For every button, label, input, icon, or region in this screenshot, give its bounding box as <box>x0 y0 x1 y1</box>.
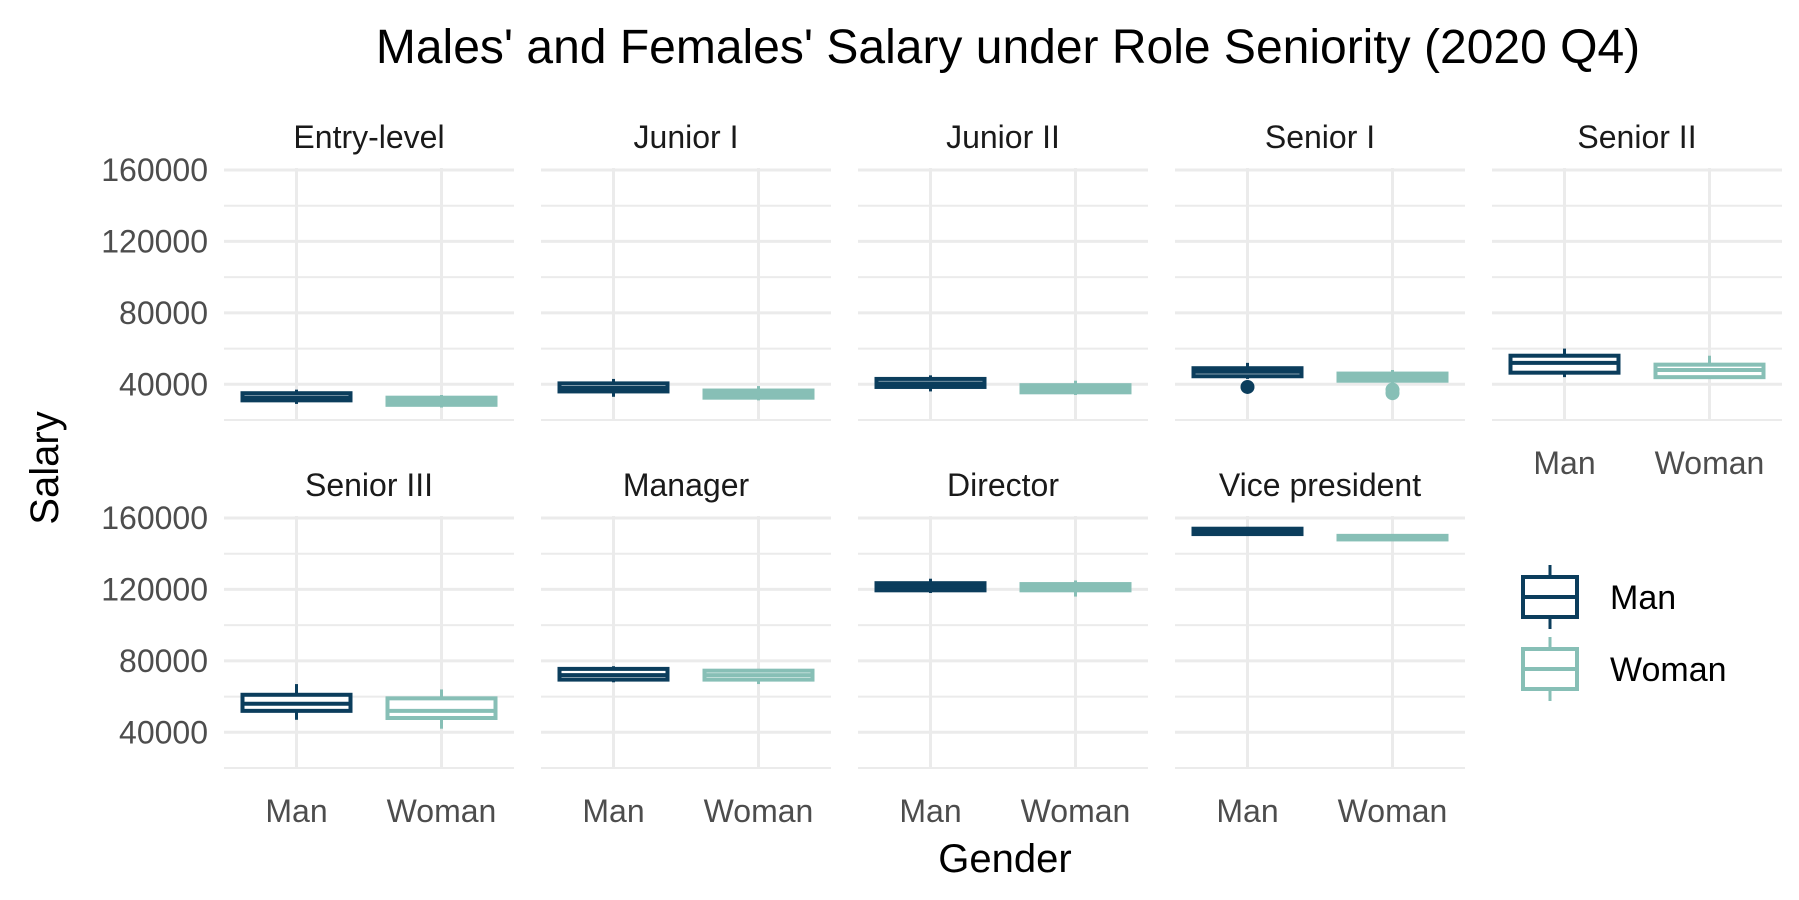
facet-panel: Junior II <box>858 119 1148 421</box>
x-tick-label: Man <box>899 793 961 829</box>
facet-panel: Senior II Man Woman <box>1492 119 1782 481</box>
facet-strip-label: Manager <box>623 467 750 503</box>
y-tick-label: 40000 <box>119 366 208 402</box>
facet-panel: Director Man Woman <box>858 467 1148 829</box>
legend-label: Woman <box>1610 651 1727 689</box>
y-tick-label: 160000 <box>101 500 208 536</box>
y-tick-label: 40000 <box>119 714 208 750</box>
facet-strip-label: Senior I <box>1265 119 1375 155</box>
x-tick-label: Woman <box>387 793 497 829</box>
facet-panels: Entry-level 40000 80000 120000 160000 Junior … <box>101 119 1782 829</box>
x-tick-label: Man <box>1216 793 1278 829</box>
legend-key-man <box>1521 565 1579 629</box>
chart-title: Males' and Females' Salary under Role Se… <box>376 21 1640 74</box>
facet-strip-label: Director <box>947 467 1059 503</box>
y-tick-label: 80000 <box>119 643 208 679</box>
facet-strip-label: Senior III <box>305 467 433 503</box>
box-woman <box>385 696 498 720</box>
x-tick-label: Man <box>1533 445 1595 481</box>
x-tick-label: Man <box>582 793 644 829</box>
facet-strip-label: Junior I <box>634 119 739 155</box>
facet-strip-label: Vice president <box>1219 467 1421 503</box>
x-tick-label: Woman <box>1655 445 1765 481</box>
facet-strip-label: Senior II <box>1577 119 1696 155</box>
x-axis-title: Gender <box>938 837 1071 881</box>
outlier-point <box>1240 379 1255 394</box>
facet-panel: Junior I <box>541 119 831 421</box>
y-tick-label: 80000 <box>119 295 208 331</box>
y-tick-label: 120000 <box>101 223 208 259</box>
x-tick-label: Man <box>265 793 327 829</box>
legend-label: Man <box>1610 579 1676 617</box>
x-tick-label: Woman <box>1338 793 1448 829</box>
y-axis-title: Salary <box>23 411 67 524</box>
facet-panel: Senior I <box>1175 119 1465 421</box>
outlier-point <box>1385 382 1400 397</box>
y-tick-label: 160000 <box>101 152 208 188</box>
facet-panel: Senior III 40000 80000 120000 160000 Man Woman <box>101 467 514 829</box>
legend-key-woman <box>1521 637 1579 701</box>
facet-strip-label: Entry-level <box>293 119 444 155</box>
facet-strip-label: Junior II <box>946 119 1060 155</box>
y-tick-label: 120000 <box>101 571 208 607</box>
facet-panel: Entry-level 40000 80000 120000 160000 <box>101 119 514 421</box>
x-tick-label: Woman <box>1021 793 1131 829</box>
facet-panel: Manager Man Woman <box>541 467 831 829</box>
legend: Man Woman <box>1521 565 1727 701</box>
x-tick-label: Woman <box>704 793 814 829</box>
facet-panel: Vice president Man Woman <box>1175 467 1465 829</box>
